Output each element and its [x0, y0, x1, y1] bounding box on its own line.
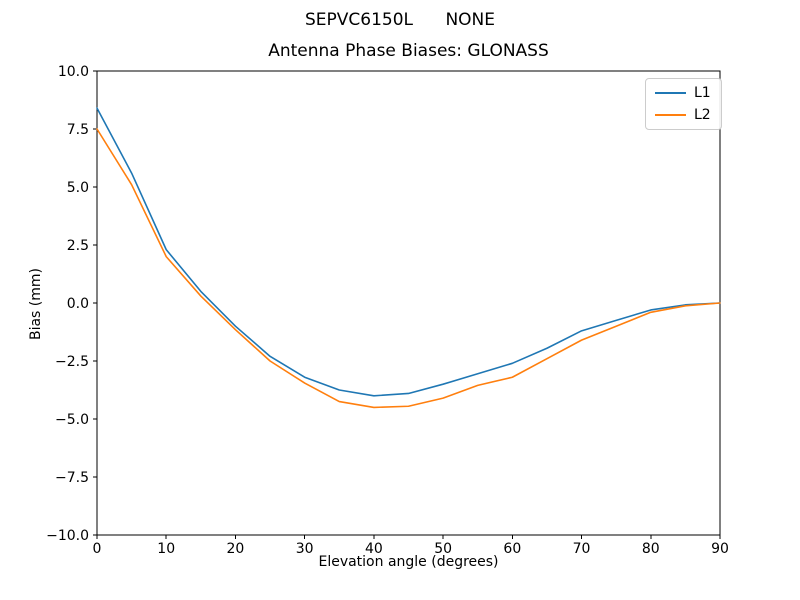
- x-tick-label: 20: [227, 541, 245, 557]
- legend-entry-l1: L1: [655, 84, 711, 102]
- y-tick-label: −10.0: [46, 528, 89, 544]
- y-tick-label: 0.0: [67, 296, 89, 312]
- y-tick-label: 5.0: [67, 180, 89, 196]
- y-tick-label: 7.5: [67, 122, 89, 138]
- y-tick-label: 2.5: [67, 238, 89, 254]
- legend-line-swatch-l1: [655, 92, 686, 94]
- figure-supertitle: SEPVC6150L NONE: [305, 10, 495, 30]
- y-tick-label: −5.0: [55, 412, 89, 428]
- x-tick-label: 0: [93, 541, 102, 557]
- x-tick-label: 30: [296, 541, 314, 557]
- legend-label-l1: L1: [694, 85, 711, 101]
- x-tick-label: 80: [642, 541, 660, 557]
- x-tick-label: 50: [434, 541, 452, 557]
- x-tick-label: 10: [157, 541, 175, 557]
- legend-line-swatch-l2: [655, 114, 686, 116]
- legend-entry-l2: L2: [655, 106, 711, 124]
- y-tick-label: −2.5: [55, 354, 89, 370]
- series-line-l2: [96, 128, 721, 409]
- axes-spines: [96, 70, 721, 536]
- y-axis-label: Bias (mm): [28, 267, 44, 341]
- y-tick-label: −7.5: [55, 470, 89, 486]
- chart-title: Antenna Phase Biases: GLONASS: [268, 41, 549, 61]
- y-tick-label: 10.0: [58, 64, 89, 80]
- x-tick-label: 40: [365, 541, 383, 557]
- x-tick-label: 70: [573, 541, 591, 557]
- x-axis-label: Elevation angle (degrees): [318, 554, 499, 570]
- series-line-l1: [96, 107, 721, 397]
- legend-label-l2: L2: [694, 107, 711, 123]
- x-tick-label: 60: [503, 541, 521, 557]
- x-tick-label: 90: [711, 541, 729, 557]
- legend: L1 L2: [645, 78, 722, 130]
